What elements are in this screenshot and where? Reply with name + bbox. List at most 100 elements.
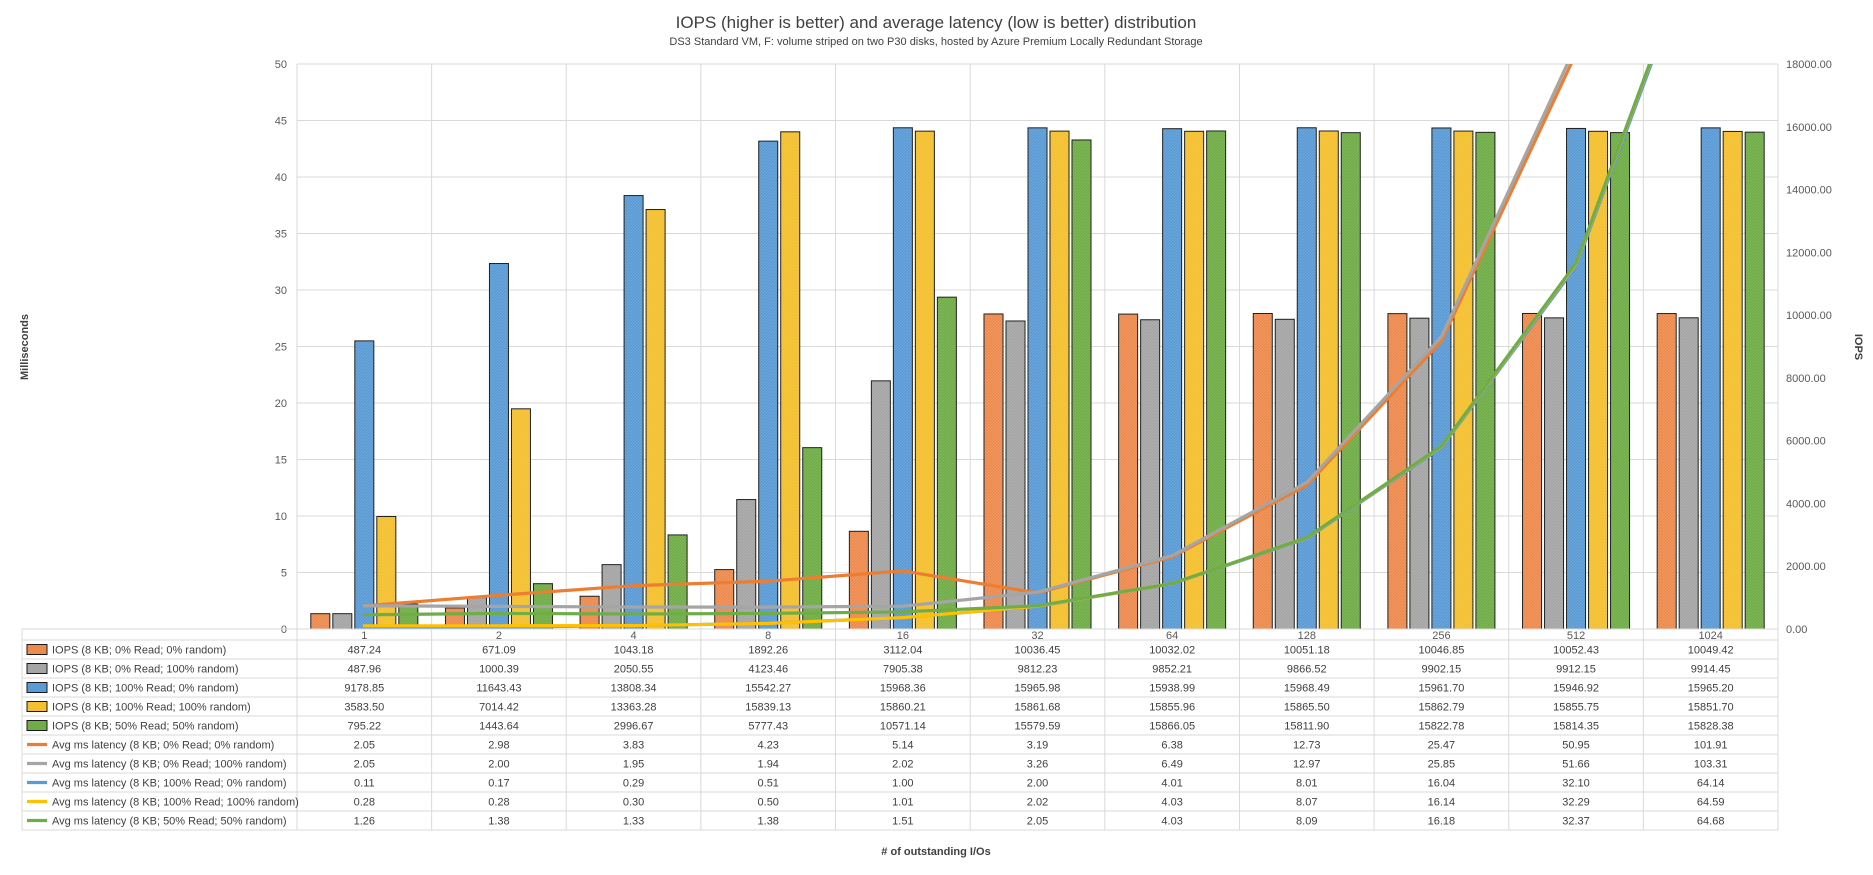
y-tick-left: 35 xyxy=(275,229,287,241)
table-cell: 15828.38 xyxy=(1688,721,1734,733)
bar-hatch xyxy=(714,569,734,629)
bar-hatch xyxy=(1409,318,1429,629)
table-cell: 15938.99 xyxy=(1149,683,1195,695)
bar-hatch xyxy=(1745,132,1765,629)
table-cell: 0.17 xyxy=(488,778,509,790)
table-cell: 3.26 xyxy=(1027,759,1048,771)
table-cell: 10052.43 xyxy=(1553,645,1599,657)
bar-hatch xyxy=(802,447,822,629)
table-cell: 12.73 xyxy=(1293,740,1321,752)
x-tick-label: 16 xyxy=(897,630,909,642)
latency-line xyxy=(362,64,1652,617)
table-cell: 0.28 xyxy=(354,797,375,809)
x-tick-label: 512 xyxy=(1567,630,1585,642)
y-tick-left: 45 xyxy=(275,116,287,128)
legend-label: IOPS (8 KB; 100% Read; 0% random) xyxy=(52,683,238,695)
table-cell: 15861.68 xyxy=(1015,702,1061,714)
table-cell: 13363.28 xyxy=(611,702,657,714)
table-cell: 15814.35 xyxy=(1553,721,1599,733)
y-axis-right-ticks: 0.00 2000.00 4000.00 6000.00 8000.00 10000.00… xyxy=(1786,59,1832,636)
table-cell: 4.01 xyxy=(1161,778,1182,790)
table-cell: 2.98 xyxy=(488,740,509,752)
table-cell: 795.22 xyxy=(347,721,381,733)
table-cell: 0.50 xyxy=(758,797,779,809)
table-cell: 487.24 xyxy=(347,645,381,657)
table-cell: 2.05 xyxy=(1027,816,1048,828)
legend-label: Avg ms latency (8 KB; 0% Read; 0% random… xyxy=(52,740,274,752)
bar-hatch xyxy=(1162,128,1182,629)
bar-hatch xyxy=(398,604,418,629)
legend-label: IOPS (8 KB; 50% Read; 50% random) xyxy=(52,721,238,733)
bar-hatch xyxy=(332,613,352,629)
y-tick-right: 14000.00 xyxy=(1786,185,1832,197)
y-tick-left: 5 xyxy=(281,568,287,580)
bar-hatch xyxy=(1453,131,1473,629)
table-cell: 16.14 xyxy=(1428,797,1456,809)
table-cell: 2.05 xyxy=(354,740,375,752)
table-cell: 101.91 xyxy=(1694,740,1728,752)
legend-swatch xyxy=(26,644,48,655)
table-cell: 15839.13 xyxy=(745,702,791,714)
table-cell: 15855.96 xyxy=(1149,702,1195,714)
table-cell: 16.04 xyxy=(1428,778,1456,790)
x-tick-label: 1024 xyxy=(1698,630,1722,642)
table-cell: 4.03 xyxy=(1161,816,1182,828)
table-cell: 15851.70 xyxy=(1688,702,1734,714)
table-cell: 10032.02 xyxy=(1149,645,1195,657)
table-cell: 16.18 xyxy=(1428,816,1456,828)
table-cell: 1.38 xyxy=(488,816,509,828)
table-cell: 32.10 xyxy=(1562,778,1590,790)
y-tick-left: 30 xyxy=(275,285,287,297)
table-cell: 15968.49 xyxy=(1284,683,1330,695)
table-cell: 11643.43 xyxy=(476,683,521,695)
table-cell: 1443.64 xyxy=(479,721,519,733)
bar-hatch xyxy=(354,340,374,629)
x-axis-title: # of outstanding I/Os xyxy=(881,846,990,858)
bar-hatch xyxy=(310,613,330,629)
bar-hatch xyxy=(1072,139,1091,629)
table-cell: 2.00 xyxy=(488,759,509,771)
table-cell: 15822.78 xyxy=(1418,721,1464,733)
bar-hatch xyxy=(511,408,531,629)
y-axis-right-title: IOPS xyxy=(1852,334,1864,360)
table-cell: 9902.15 xyxy=(1422,664,1462,676)
table-cell: 4.23 xyxy=(758,740,779,752)
table-cell: 0.51 xyxy=(758,778,779,790)
bar-hatch xyxy=(915,131,935,629)
bar-hatch xyxy=(1253,313,1273,629)
table-cell: 1.00 xyxy=(892,778,913,790)
table-cell: 15579.59 xyxy=(1015,721,1061,733)
bar-hatch xyxy=(1140,319,1160,629)
bar-hatch xyxy=(1319,130,1339,630)
table-cell: 6.38 xyxy=(1161,740,1182,752)
table-cell: 2.02 xyxy=(892,759,913,771)
latency-line xyxy=(362,64,1570,609)
y-axis-left-title: Milliseconds xyxy=(19,314,31,380)
bar-hatch xyxy=(1206,130,1226,630)
table-cell: 1892.26 xyxy=(748,645,788,657)
table-cell: 32.29 xyxy=(1562,797,1590,809)
table-cell: 15862.79 xyxy=(1418,702,1464,714)
table-cell: 25.85 xyxy=(1428,759,1456,771)
y-tick-left: 25 xyxy=(275,342,287,354)
table-cell: 487.96 xyxy=(347,664,381,676)
legend-label: Avg ms latency (8 KB; 0% Read; 100% rand… xyxy=(52,759,287,771)
table-cell: 103.31 xyxy=(1694,759,1728,771)
legend-swatch xyxy=(26,663,48,674)
bar-series xyxy=(310,127,1765,630)
bar-hatch xyxy=(1050,131,1069,629)
table-cell: 5777.43 xyxy=(748,721,788,733)
table-cell: 1.94 xyxy=(758,759,779,771)
legend-swatch xyxy=(26,682,48,693)
bar-hatch xyxy=(1028,127,1047,629)
bar-hatch xyxy=(1701,127,1721,629)
y-tick-left: 15 xyxy=(275,455,287,467)
y-tick-right: 8000.00 xyxy=(1786,373,1826,385)
table-cell: 1043.18 xyxy=(614,645,654,657)
chart-subtitle: DS3 Standard VM, F: volume striped on tw… xyxy=(669,36,1202,48)
bar-hatch xyxy=(780,131,800,629)
table-cell: 15855.75 xyxy=(1553,702,1599,714)
table-cell: 3583.50 xyxy=(344,702,384,714)
bar-hatch xyxy=(849,531,869,629)
bar-hatch xyxy=(1184,131,1204,630)
